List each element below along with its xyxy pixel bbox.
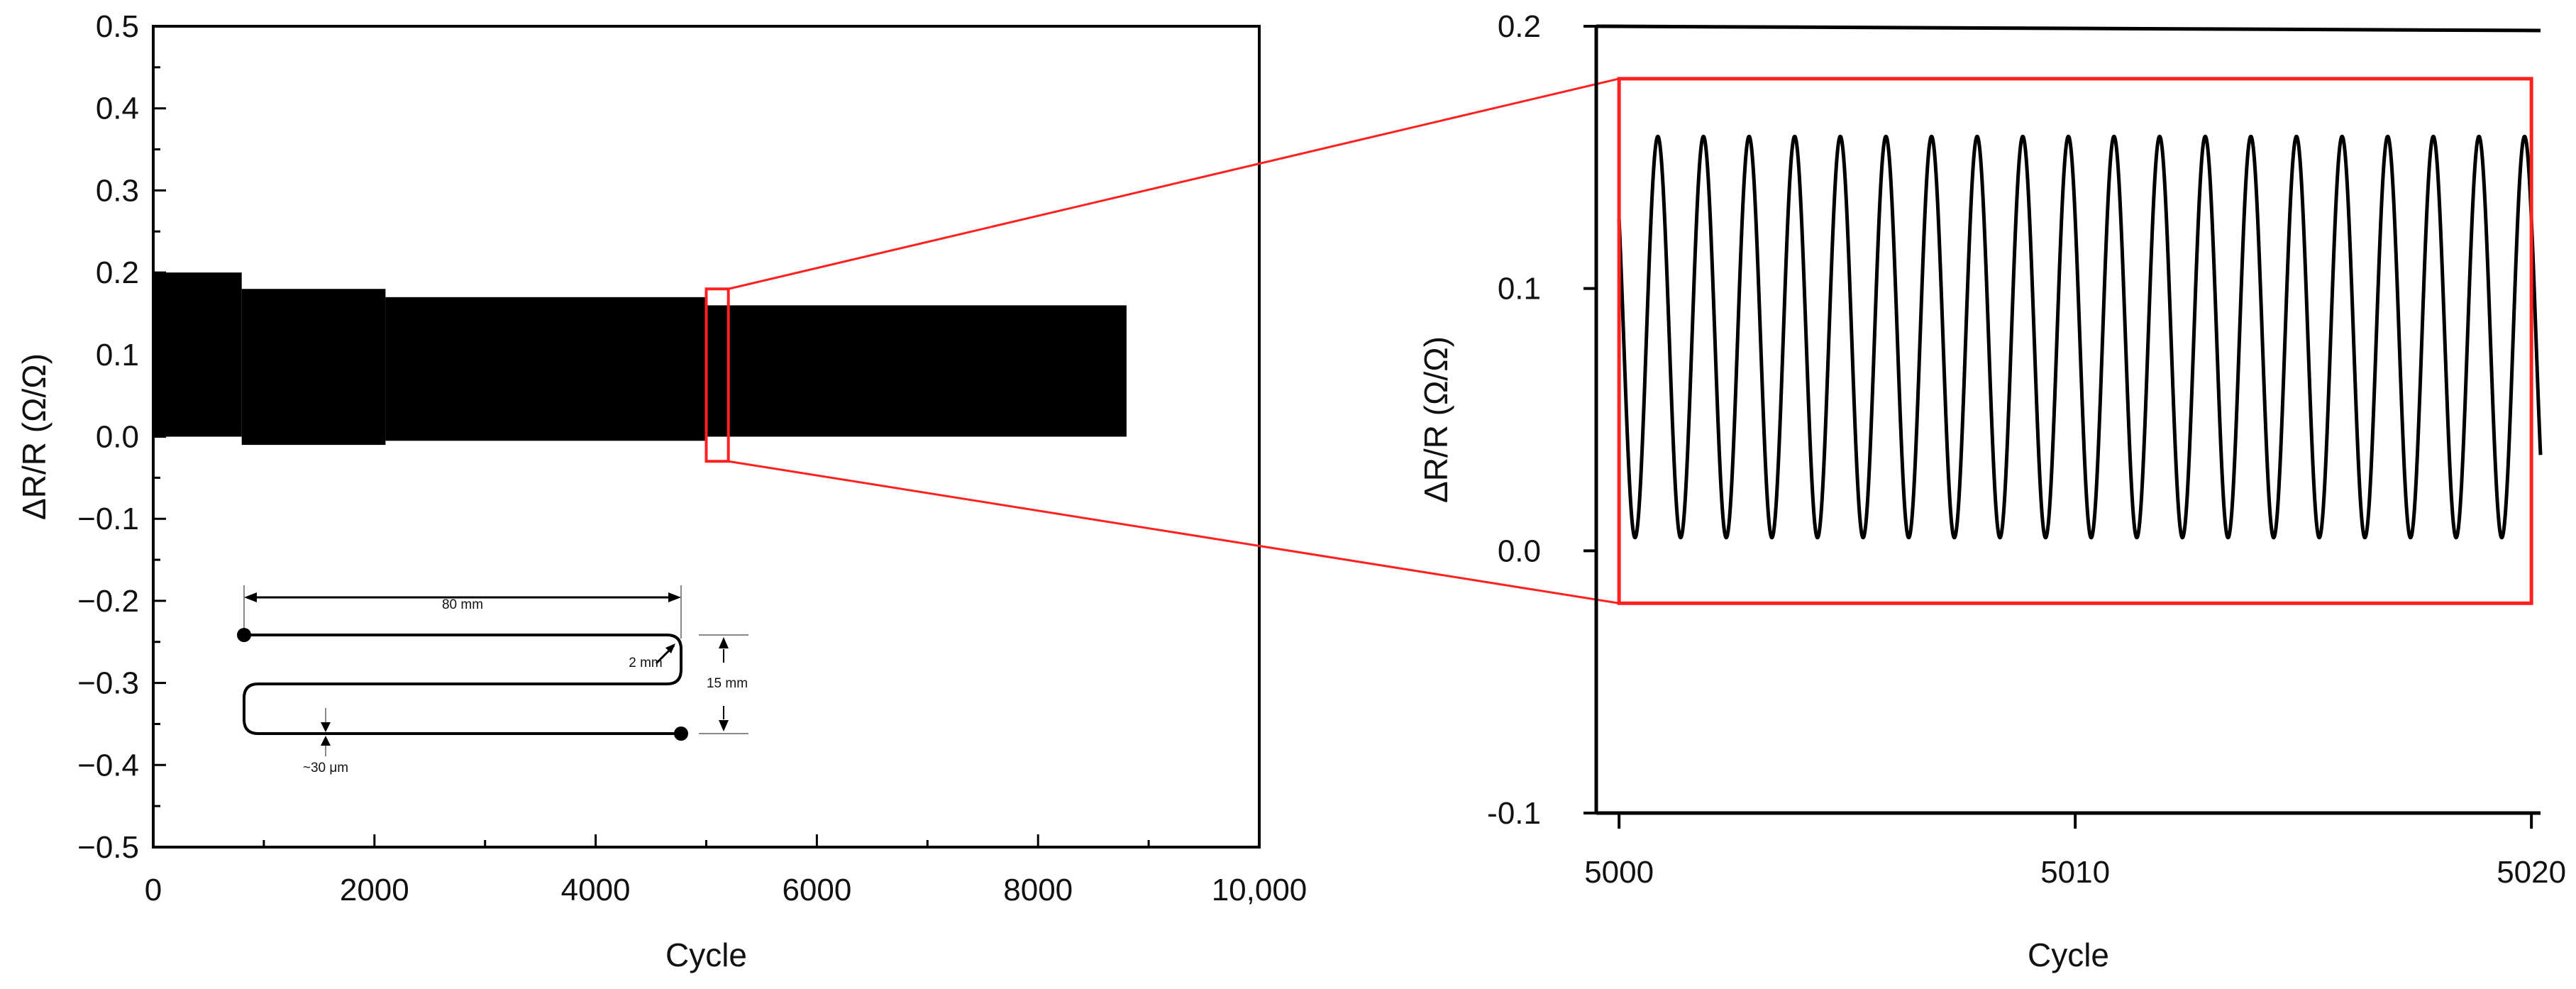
y-tick-label: 0.5	[96, 9, 139, 44]
right-data-series	[1617, 134, 2543, 540]
zoom-connector-bottom	[728, 460, 1620, 604]
zoom-box	[704, 287, 730, 463]
zoom-connector-top	[728, 77, 1620, 290]
arrow-up-icon	[719, 637, 729, 648]
y-tick-label: -0.1	[1487, 796, 1541, 831]
cycle-signal-band	[241, 289, 386, 446]
highlight-box	[1617, 77, 2533, 605]
y-tick-label: −0.3	[77, 666, 139, 701]
x-tick-label: 5010	[2040, 855, 2110, 890]
arrow-down-icon	[321, 722, 331, 732]
x-tick-label: 6000	[782, 873, 851, 907]
inset-start-terminal	[237, 628, 251, 642]
y-tick-label: 0.2	[96, 255, 139, 290]
inset-end-terminal	[674, 726, 688, 741]
inset-80mm-label: 80 mm	[442, 597, 483, 612]
inset-serpentine-trace	[243, 634, 682, 735]
left-x-axis-label: Cycle	[665, 936, 747, 973]
y-tick-label: −0.4	[77, 748, 139, 783]
right-x-axis-label: Cycle	[2028, 936, 2109, 973]
inset-30um-label: ~30 μm	[303, 761, 348, 775]
left-chart: 0.5 0.4 0.3 0.2 0.1 0.0 −0.1 −0.2 −0.3 −0.4 −0.5 0…	[16, 9, 1307, 973]
left-y-axis: 0.5 0.4 0.3 0.2 0.1 0.0 −0.1 −0.2 −0.3 −0.4 −0.5	[77, 9, 166, 865]
arrow-up-icon	[321, 736, 331, 746]
x-tick-label: 5000	[1584, 855, 1654, 890]
y-tick-label: 0.4	[96, 92, 139, 126]
right-y-axis-label: ΔR/R (Ω/Ω)	[1417, 336, 1454, 503]
x-tick-label: 8000	[1003, 873, 1073, 907]
right-plot-frame	[1594, 24, 2541, 815]
right-chart: 0.2 0.1 0.0 -0.1 5000 5010 5020 Cycle ΔR/R (Ω…	[1417, 9, 2566, 973]
x-tick-label: 4000	[561, 873, 631, 907]
inset-2mm-label: 2 mm	[629, 656, 663, 670]
arrow-left-icon	[244, 592, 257, 602]
cycle-signal-band	[706, 305, 1127, 437]
arrow-right-icon	[668, 592, 681, 602]
left-data-series	[153, 272, 1127, 446]
y-tick-label: 0.0	[1498, 534, 1541, 568]
inset-15mm-label: 15 mm	[707, 676, 748, 691]
left-x-axis: 0 2000 4000 6000 8000 10,000	[145, 834, 1308, 907]
y-tick-label: 0.3	[96, 173, 139, 208]
cycle-signal-band	[385, 297, 707, 441]
arrow-diagonal-icon	[665, 643, 675, 653]
right-top-border	[1596, 24, 2541, 33]
x-tick-label: 2000	[340, 873, 409, 907]
y-tick-label: 0.1	[96, 338, 139, 372]
sensor-pattern-inset	[237, 585, 748, 756]
y-tick-label: −0.5	[77, 830, 139, 865]
x-tick-label: 0	[145, 873, 162, 907]
arrow-down-icon	[719, 720, 729, 731]
y-tick-label: −0.2	[77, 584, 139, 619]
y-tick-label: −0.1	[77, 502, 139, 536]
left-y-axis-label: ΔR/R (Ω/Ω)	[16, 353, 52, 520]
cycle-signal-band	[153, 272, 242, 437]
x-tick-label: 5020	[2497, 855, 2566, 890]
y-tick-label: 0.2	[1498, 9, 1541, 44]
x-tick-label: 10,000	[1212, 873, 1308, 907]
right-y-axis: 0.2 0.1 0.0 -0.1	[1487, 9, 1596, 831]
y-tick-label: 0.1	[1498, 272, 1541, 306]
y-tick-label: 0.0	[96, 420, 139, 455]
right-x-axis: 5000 5010 5020	[1584, 813, 2566, 890]
